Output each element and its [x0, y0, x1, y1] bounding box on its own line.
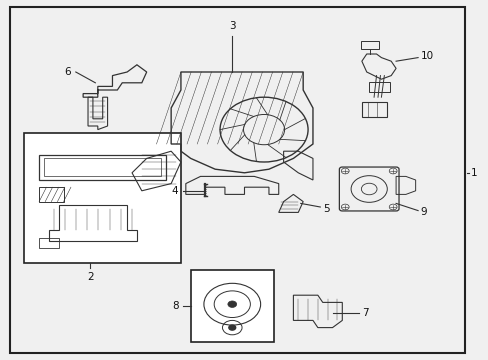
Text: 8: 8 [171, 301, 178, 311]
Bar [360, 41, 379, 49]
Bar [190, 270, 273, 342]
Text: 10: 10 [420, 51, 433, 61]
Text: 2: 2 [87, 272, 94, 282]
Text: 6: 6 [64, 67, 71, 77]
Text: 9: 9 [420, 207, 427, 217]
Text: 4: 4 [171, 186, 178, 196]
Bar [44, 158, 161, 176]
Bar [24, 133, 181, 263]
Text: 3: 3 [228, 21, 235, 31]
Bar [39, 187, 63, 202]
Text: 7: 7 [361, 308, 368, 318]
Bar [368, 82, 389, 92]
Text: 1: 1 [469, 168, 476, 178]
Circle shape [227, 301, 236, 307]
Bar [39, 238, 59, 248]
Circle shape [228, 325, 235, 330]
Text: 5: 5 [322, 204, 329, 214]
Bar [39, 155, 166, 180]
Bar [361, 102, 386, 117]
